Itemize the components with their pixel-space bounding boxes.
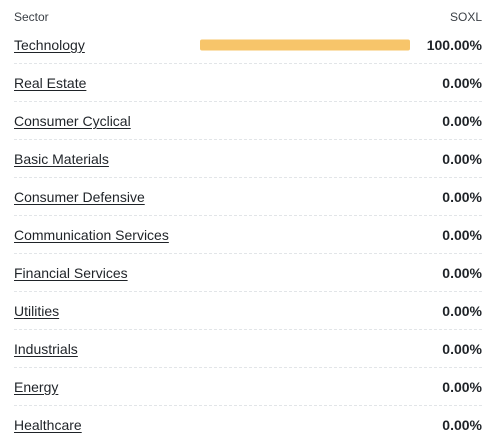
table-row: Consumer Cyclical 0.00% <box>14 102 482 140</box>
table-row: Communication Services 0.00% <box>14 216 482 254</box>
sector-link[interactable]: Communication Services <box>14 226 169 243</box>
allocation-value: 100.00% <box>426 36 482 53</box>
sector-link[interactable]: Real Estate <box>14 74 87 91</box>
allocation-value: 0.00% <box>442 150 482 167</box>
allocation-value: 0.00% <box>442 226 482 243</box>
sector-link[interactable]: Financial Services <box>14 264 128 281</box>
table-row: Energy 0.00% <box>14 368 482 406</box>
sector-link[interactable]: Industrials <box>14 340 78 357</box>
table-row: Financial Services 0.00% <box>14 254 482 292</box>
sector-link[interactable]: Utilities <box>14 302 60 319</box>
allocation-bar-fill <box>200 39 410 50</box>
allocation-value: 0.00% <box>442 264 482 281</box>
allocation-value: 0.00% <box>442 340 482 357</box>
sector-link[interactable]: Technology <box>14 36 85 53</box>
allocation-value: 0.00% <box>442 378 482 395</box>
table-row: Real Estate 0.00% <box>14 64 482 102</box>
sector-rows: Technology 100.00% Real Estate 0.00% Consume… <box>14 26 482 444</box>
sector-link[interactable]: Healthcare <box>14 417 82 433</box>
allocation-value: 0.00% <box>442 188 482 205</box>
sector-link[interactable]: Energy <box>14 378 59 395</box>
table-row: Consumer Defensive 0.00% <box>14 178 482 216</box>
table-row: Technology 100.00% <box>14 26 482 64</box>
sector-link[interactable]: Consumer Cyclical <box>14 112 131 129</box>
allocation-value: 0.00% <box>442 417 482 433</box>
fund-column-header: SOXL <box>449 10 482 24</box>
allocation-value: 0.00% <box>442 302 482 319</box>
table-row: Industrials 0.00% <box>14 330 482 368</box>
allocation-bar <box>200 39 410 50</box>
table-row: Healthcare 0.00% <box>14 406 482 444</box>
table-header: Sector SOXL <box>14 8 482 26</box>
allocation-value: 0.00% <box>442 74 482 91</box>
sector-column-header: Sector <box>14 10 49 24</box>
allocation-value: 0.00% <box>442 112 482 129</box>
table-row: Basic Materials 0.00% <box>14 140 482 178</box>
sector-link[interactable]: Basic Materials <box>14 150 109 167</box>
sector-link[interactable]: Consumer Defensive <box>14 188 145 205</box>
table-row: Utilities 0.00% <box>14 292 482 330</box>
